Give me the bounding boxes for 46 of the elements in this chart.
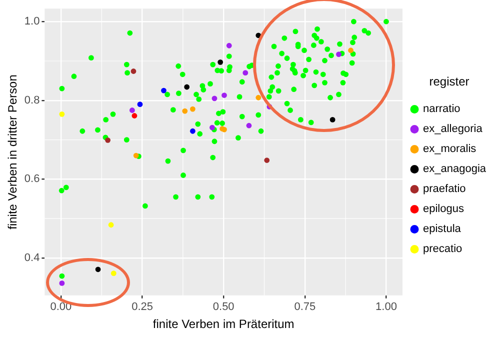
x-tick-label: 0.75 [294,301,316,314]
x-tick-label: 0.25 [132,301,153,314]
point [108,222,114,228]
legend-label: precatio [422,243,462,256]
point [330,116,336,122]
point [246,122,252,128]
point [184,84,190,90]
x-tick-label: 1.00 [376,301,397,314]
legend-label: ex_anagogia [422,163,487,176]
y-tick-label: 1.0 [24,16,40,28]
point [132,113,138,118]
legend-label: epilogus [422,203,464,216]
point [59,280,65,286]
y-tick-label: 0.8 [24,94,40,106]
point [137,102,143,108]
point [190,128,196,134]
legend-label: narratio [422,103,460,116]
point [242,70,248,76]
point [161,88,166,94]
y-tick-label: 0.4 [24,252,40,264]
x-tick-label: 0.50 [212,301,234,314]
legend-label: epistula [422,223,462,236]
point [226,42,232,48]
point [110,270,116,276]
legend-label: ex_moralis [422,143,477,156]
point [133,152,139,158]
legend-label: praefatio [422,183,466,196]
point [264,158,270,163]
y-tick-label: 0.6 [24,173,40,186]
point [212,96,218,102]
point [182,108,188,114]
point [105,137,110,143]
point [336,52,342,57]
point [348,48,354,54]
point [218,59,224,65]
point [95,266,101,272]
point [190,106,196,112]
point [256,94,262,100]
point [130,68,136,74]
x-axis-title: finite Verben im Präteritum [152,317,294,332]
legend-title: register [429,74,470,89]
point [222,92,227,98]
y-axis-title: finite Verben in dritter Person [6,74,20,230]
legend-label: ex_allegoria [422,123,484,136]
point [59,111,65,117]
point [129,108,135,113]
